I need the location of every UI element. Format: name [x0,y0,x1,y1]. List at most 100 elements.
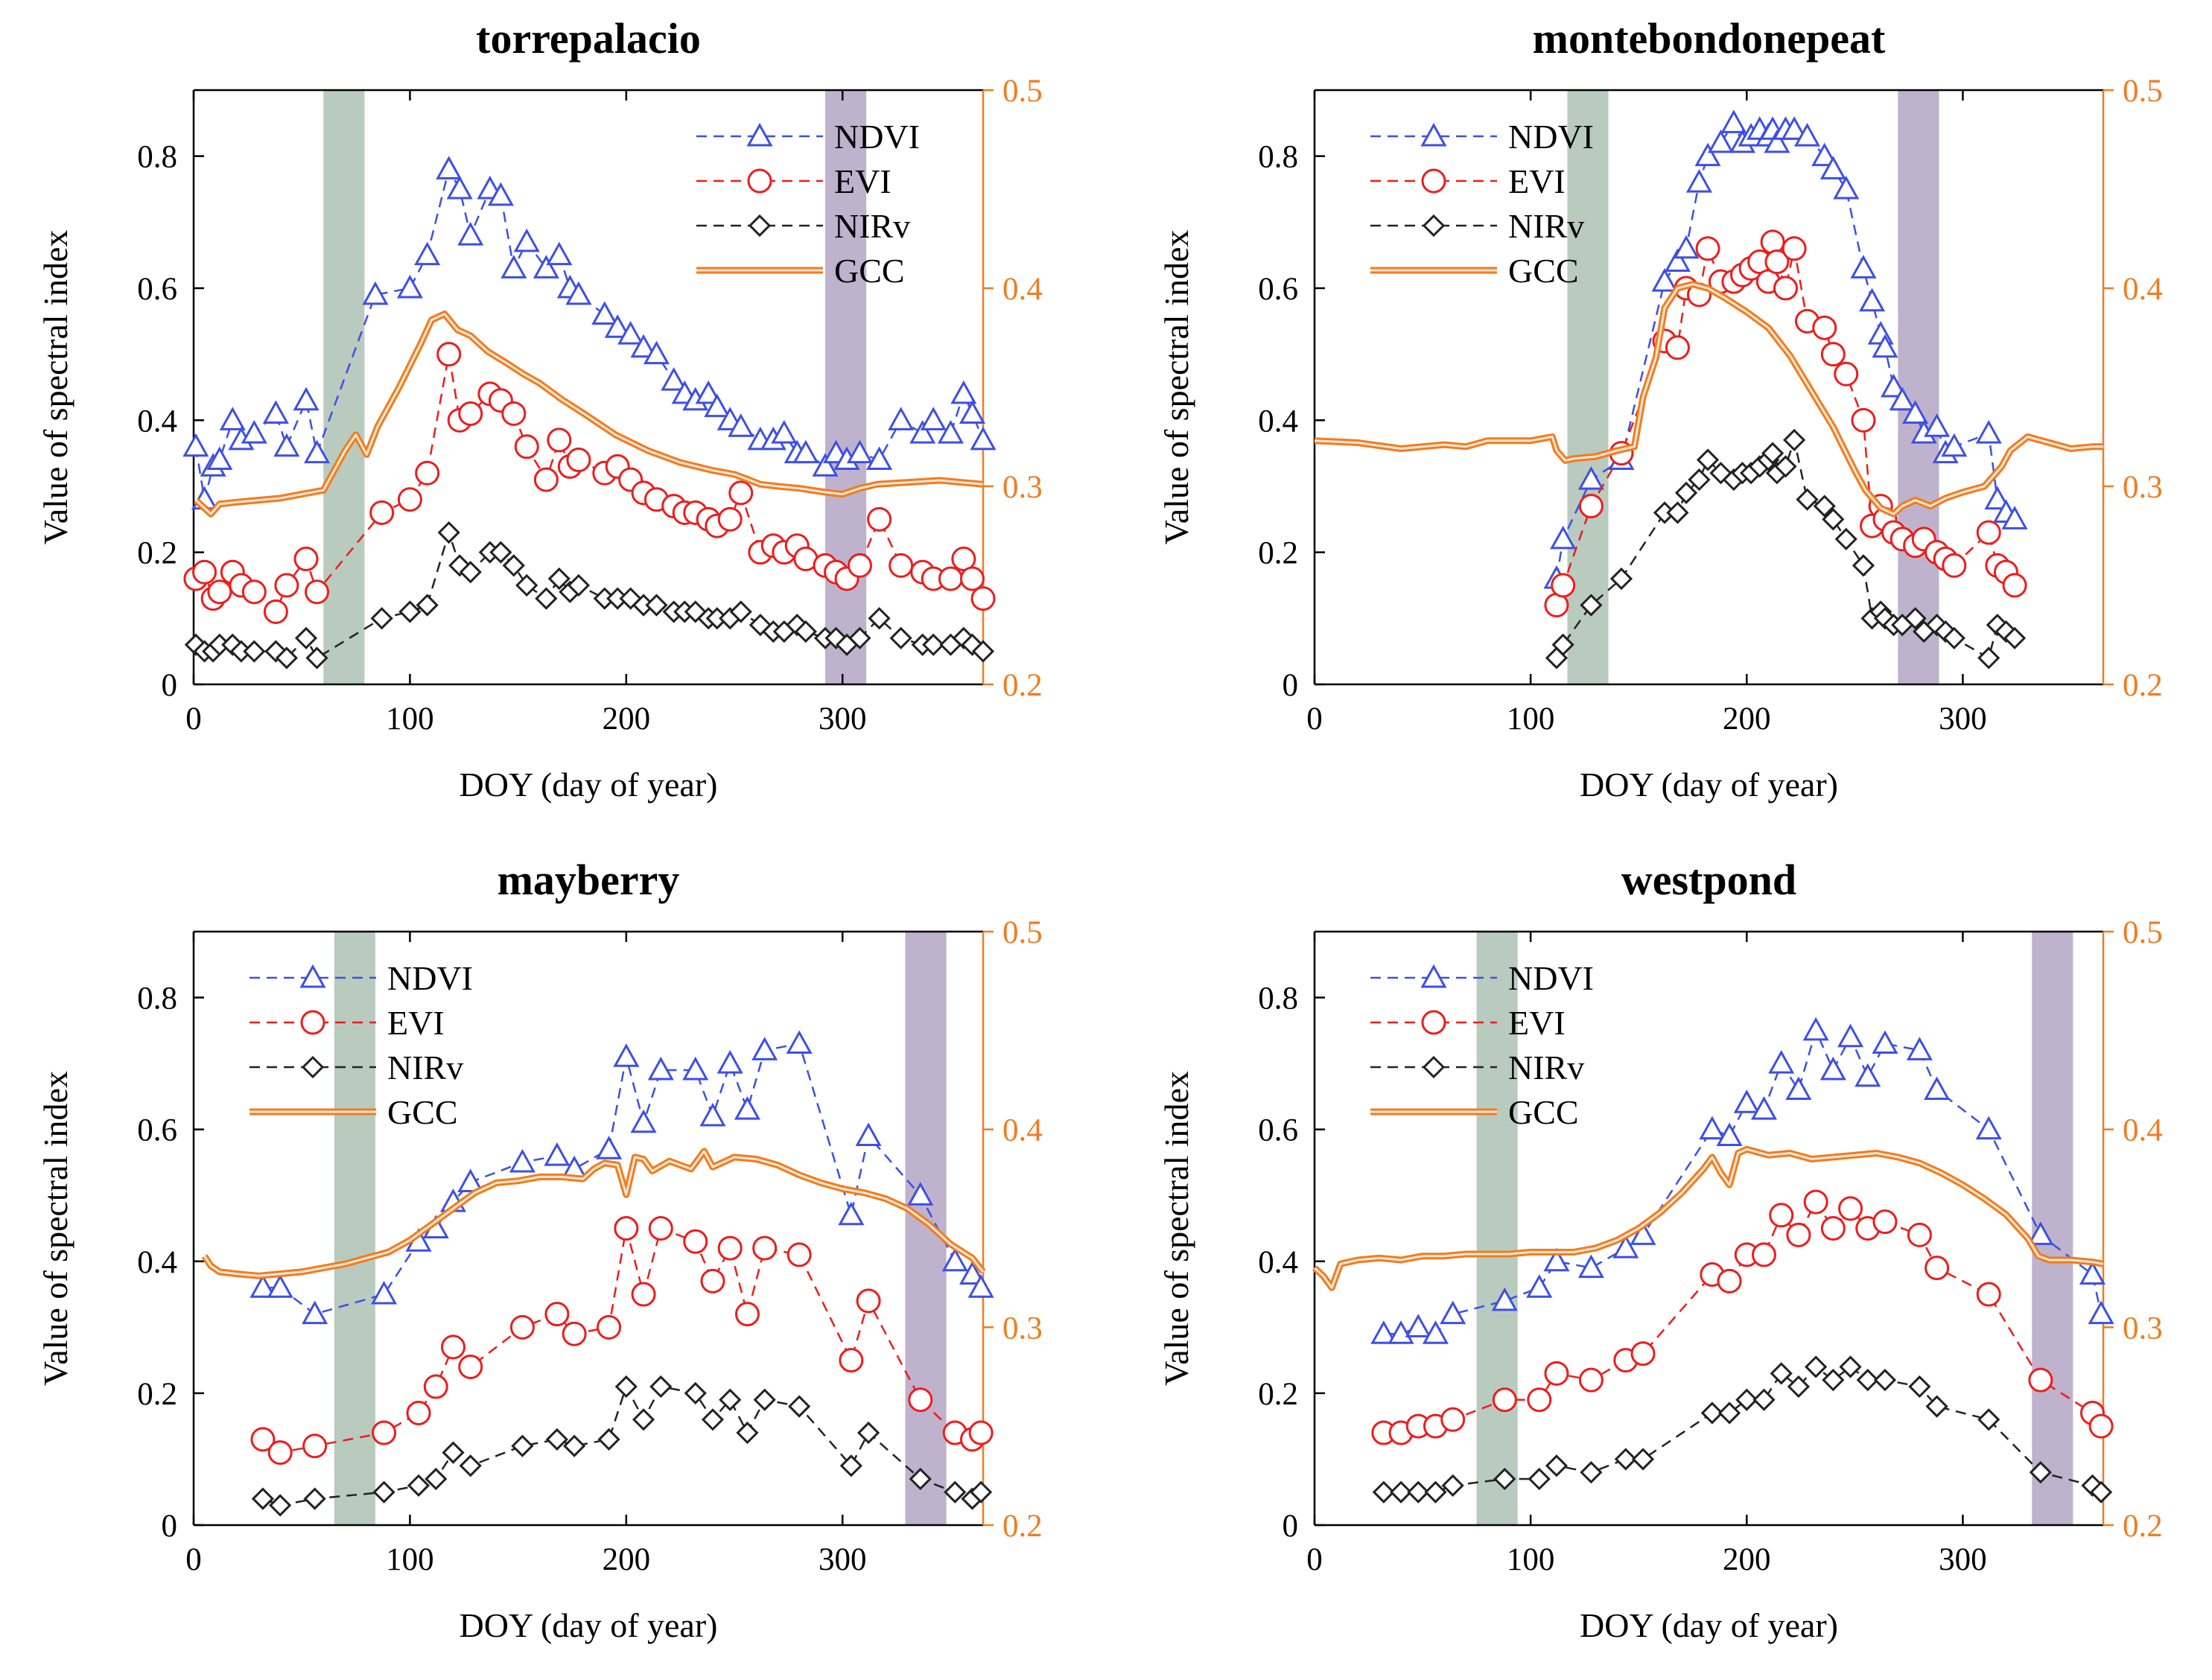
evi-point [1942,553,1967,578]
evi-point [1834,361,1859,386]
nirv-point [442,1441,465,1464]
nirv-point [848,626,871,650]
nirv-point [1528,1467,1551,1491]
evi-point [514,434,539,459]
x-tick-label: 300 [819,701,867,736]
evi-point [597,1314,622,1340]
ndvi-point [1820,156,1846,179]
ndvi-point [546,241,573,266]
ndvi-point [446,175,473,200]
nirv-point [511,1434,534,1457]
ndvi-point [500,255,527,279]
nirv-point [294,626,318,650]
evi-point [614,1216,639,1241]
nirv-point [398,600,422,623]
y-axis-label: Value of spectral index [36,1071,74,1386]
nirv-point [275,646,298,669]
evi-point [1838,1196,1863,1221]
ndvi-point [941,1247,968,1272]
nirv-point [459,561,482,584]
y2-tick-label: 0.4 [2123,272,2163,307]
ndvi-point [396,274,423,299]
legend-nirv-marker [301,1055,325,1079]
x-axis-label: DOY (day of year) [1580,766,1838,804]
nirv-point [969,1480,993,1504]
ndvi-point [967,1274,994,1298]
ndvi-point [728,413,754,437]
nirv-point [889,626,912,650]
nirv-point [597,1428,620,1451]
nirv-point [1782,428,1806,452]
evi-point [274,573,299,598]
evi-point [1764,249,1790,275]
nirv-point [1580,1461,1603,1484]
x-tick-label: 300 [819,1542,867,1577]
y2-tick-label: 0.5 [1002,915,1043,950]
ndvi-point [1889,386,1916,411]
ndvi-point [771,419,798,444]
y2-tick-label: 0.4 [1002,272,1043,307]
evi-point [533,467,559,492]
evi-point [207,579,232,605]
ndvi-point [262,400,289,424]
legend-evi-label: EVI [1508,162,1566,200]
nirv-point [1761,442,1784,465]
y-tick-label: 0.2 [137,536,177,571]
x-axis-label: DOY (day of year) [460,766,718,804]
ndvi-point [1370,1320,1397,1344]
nirv-point [547,567,571,591]
nirv-point [729,600,752,623]
ndvi-point [1867,320,1894,345]
legend-evi-label: EVI [387,1004,445,1042]
x-tick-label: 300 [1939,1542,1987,1577]
y-tick-label: 0.8 [1258,981,1298,1016]
evi-point [734,1302,760,1327]
evi-point [1492,1387,1517,1413]
ndvi-point [959,400,986,424]
legend-nirv-label: NIRv [834,207,910,245]
ndvi-point [643,340,670,365]
ndvi-point [1833,175,1860,200]
evi-point [267,1440,293,1466]
ndvi-point [1550,525,1577,550]
legend-nirv-label: NIRv [1508,207,1584,245]
nirv-point [1609,567,1633,591]
nirv-point [269,1494,292,1517]
chart-panel-montebondonepeat: montebondonepeat 0 100 200 300 0 0.2 0.4 0.6 0.8 0… [1157,14,2163,804]
y-tick-label: 0.4 [137,404,177,439]
ndvi-point [591,301,618,325]
ndvi-point [959,1261,986,1285]
ndvi-point [1750,1096,1778,1120]
y2-tick-label: 0.2 [2123,1509,2163,1544]
nirv-point [407,1474,430,1497]
legend-ndvi-marker [299,964,326,988]
legend-nirv-marker [1422,214,1446,238]
ndvi-point [303,439,331,464]
nirv-point [502,554,525,577]
nirv-point [1942,626,1965,650]
nirv-point [736,1421,759,1445]
x-axis-label: DOY (day of year) [460,1606,718,1644]
y2-tick-label: 0.4 [1002,1113,1043,1148]
ndvi-point [604,314,631,338]
nirv-point [1551,633,1574,656]
ndvi-point [1764,129,1790,153]
nirv-point [251,1487,275,1510]
evi-point [1803,1189,1828,1215]
legend-ndvi-marker [1420,122,1447,147]
nirv-point [2029,1461,2052,1484]
evi-point [1544,1361,1569,1386]
y2-tick-label: 0.2 [1002,1509,1043,1544]
ndvi-point [1820,1056,1846,1081]
y2-tick-label: 0.2 [2123,668,2163,703]
evi-point [1976,520,2001,545]
purple-band [905,932,947,1525]
nirv-point [303,1487,326,1510]
x-tick-label: 300 [1939,701,1987,736]
evi-point [369,500,395,525]
evi-point [959,566,985,591]
gcc-line-inner [203,1150,985,1277]
legend-ndvi-marker [746,122,773,147]
x-tick-label: 0 [1306,701,1323,736]
nirv-point [1372,1480,1395,1504]
